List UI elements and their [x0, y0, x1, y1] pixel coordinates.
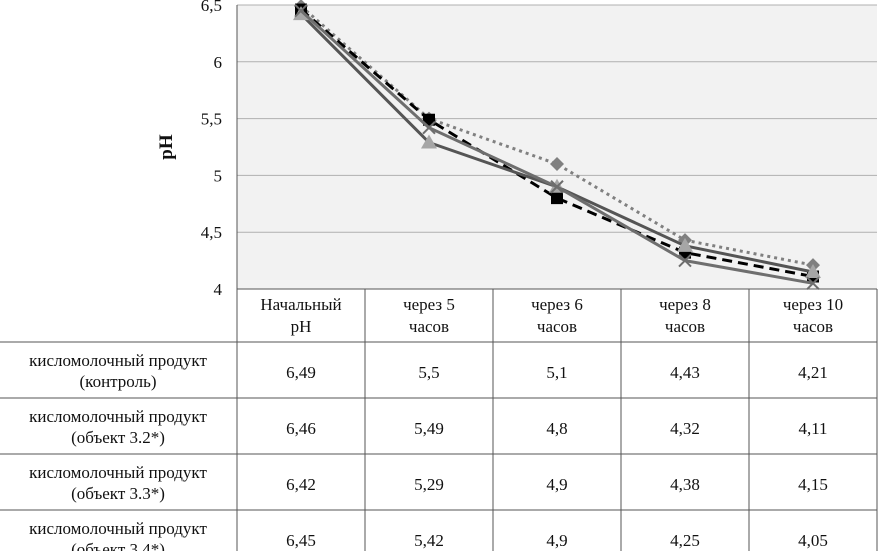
data-point [805, 263, 821, 278]
table-value-cell: 5,42 [414, 531, 444, 550]
data-point [293, 6, 309, 21]
table-value-cell: 4,11 [798, 419, 827, 438]
data-point [422, 120, 436, 135]
table-value-cell: 6,42 [286, 475, 316, 494]
y-axis-ticks: 4 4,5 5 5,5 6 6,5 [201, 0, 223, 299]
data-point [550, 180, 564, 194]
table-value-cell: 4,9 [546, 531, 567, 550]
table-value-cell: 4,15 [798, 475, 828, 494]
table-value-cell: 5,49 [414, 419, 444, 438]
series-lines [293, 0, 821, 291]
y-tick-label: 4 [214, 280, 223, 299]
table-value-cell: 4,05 [798, 531, 828, 550]
table-value-cell: 4,21 [798, 363, 828, 382]
data-point [423, 113, 435, 126]
table-value-cell: 4,43 [670, 363, 700, 382]
data-table: Начальный pH через 5 часов через 6 часов через… [0, 5, 878, 551]
series-line-1 [300, 8, 814, 278]
table-value-cell: 6,45 [286, 531, 316, 550]
data-point [551, 192, 563, 205]
data-point [421, 134, 437, 149]
y-tick-label: 6,5 [201, 0, 222, 15]
table-value-cell: 4,32 [670, 419, 700, 438]
category-label: через 6 часов [531, 295, 583, 336]
category-label: через 8 часов [659, 295, 711, 336]
table-value-cell: 4,38 [670, 475, 700, 494]
series-name-label: кисломолочный продукт (объект 3.2*) [29, 407, 207, 447]
plot-area [237, 5, 877, 289]
table-value-cell: 6,49 [286, 363, 316, 382]
data-point [678, 253, 692, 268]
category-label: Начальный pH [260, 295, 341, 336]
table-value-cell: 5,29 [414, 475, 444, 494]
table-value-cell: 4,25 [670, 531, 700, 550]
y-tick-label: 4,5 [201, 223, 222, 242]
table-value-cell: 5,5 [418, 363, 439, 382]
category-label: через 10 часов [783, 295, 843, 336]
table-value-cell: 4,9 [546, 475, 567, 494]
series-name-label: кисломолочный продукт (контроль) [29, 351, 207, 391]
series-name-label: кисломолочный продукт (объект 3.3*) [29, 463, 207, 503]
data-point [806, 276, 820, 291]
table-value-cell: 6,46 [286, 419, 316, 438]
data-point [294, 3, 308, 18]
table-value-cell: 4,8 [546, 419, 567, 438]
series-line-0 [300, 4, 814, 267]
y-tick-label: 5,5 [201, 110, 222, 129]
data-point [677, 237, 693, 252]
table-value-cell: 5,1 [546, 363, 567, 382]
y-tick-label: 6 [214, 53, 223, 72]
category-label: через 5 часов [403, 295, 455, 336]
series-name-label: кисломолочный продукт (объект 3.4*) [29, 519, 207, 551]
data-point [550, 157, 564, 172]
y-tick-label: 5 [214, 166, 223, 185]
y-axis-label: pH [156, 134, 177, 160]
